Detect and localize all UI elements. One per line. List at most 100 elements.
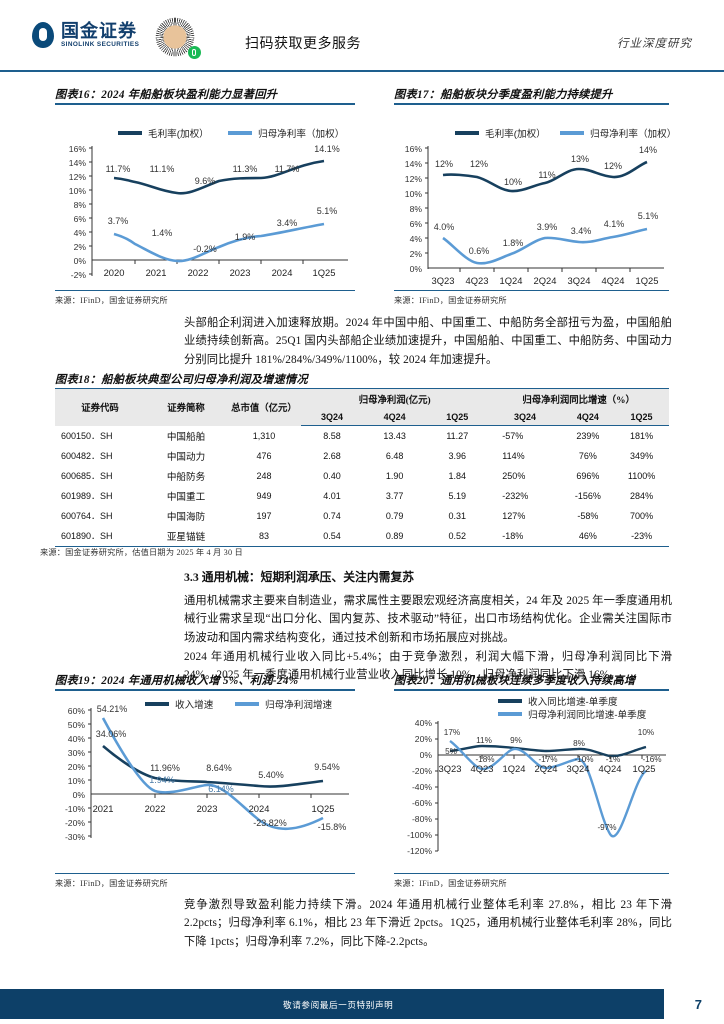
- svg-text:-40%: -40%: [412, 782, 432, 792]
- cell-np-3q24: 0.40: [323, 470, 341, 481]
- dp-label: -18%: [475, 755, 494, 764]
- figure20-legend-series2: 归母净利润同比增速-单季度: [498, 707, 646, 721]
- cell-code: 601989．SH: [61, 491, 113, 501]
- figure17-bottom-rule: [394, 290, 669, 291]
- x-tick-label: 2024: [272, 267, 293, 278]
- cell-name: 亚星锚链: [145, 525, 227, 547]
- legend-swatch-light: [228, 131, 252, 135]
- dp-label: 11%: [476, 736, 492, 745]
- figure19-chart: 60% 50% 40% 30% 20% 10% 0% -10% -20% -30%: [55, 700, 355, 870]
- cell-np-3q24: 8.58: [323, 430, 341, 441]
- legend-swatch-dark: [145, 702, 169, 706]
- ships-paragraph: 头部船企利润进入加速释放期。2024 年中国中船、中国重工、中船防务全部扭亏为盈…: [184, 317, 672, 366]
- sub-header: 4Q24: [363, 409, 427, 426]
- x-tick-label: 3Q23: [439, 763, 462, 774]
- svg-text:16%: 16%: [405, 144, 423, 154]
- figure17-source: 来源：IFinD，国金证券研究所: [394, 296, 507, 305]
- svg-text:0%: 0%: [74, 256, 87, 266]
- machinery-paragraph: 竞争激烈导致盈利能力持续下滑。2024 年通用机械行业整体毛利率 27.8%，相…: [184, 899, 672, 948]
- dp-label: 14.1%: [314, 144, 340, 154]
- figure20-legend-series1: 收入同比增速-单季度: [498, 694, 618, 708]
- table-row: 600685．SH 中船防务 248 0.40 1.90 1.84 250% 6…: [55, 466, 669, 486]
- cell-name: 中国重工: [166, 491, 206, 503]
- dp-label: 3.9%: [537, 222, 558, 232]
- figure19-bottom-rule: [55, 873, 355, 874]
- svg-text:-20%: -20%: [412, 766, 432, 776]
- svg-text:20%: 20%: [68, 762, 86, 772]
- cell-g-1q25: 349%: [630, 450, 654, 461]
- x-tick-label: 2Q24: [535, 763, 558, 774]
- cell-np-4q24: 13.43: [383, 430, 406, 441]
- dp-label: 10%: [638, 728, 654, 737]
- cell-np-1q25: 1.84: [448, 470, 467, 481]
- x-tick-label: 3Q24: [567, 763, 590, 774]
- dp-label: 11.7%: [275, 164, 300, 174]
- figure16-legend-series2: 归母净利率（加权）: [228, 126, 344, 140]
- dp-label: -97%: [597, 823, 616, 832]
- cell-np-1q25: 3.96: [448, 450, 467, 461]
- svg-text:40%: 40%: [68, 734, 86, 744]
- dp-label: 34.06%: [96, 729, 127, 739]
- header-divider: [0, 70, 724, 72]
- dp-label: 1.4%: [152, 228, 173, 238]
- figure18-table-body: 600150．SH 中国船舶 1,310 8.58 13.43 11.27 -5…: [55, 426, 669, 547]
- cell-mcap: 476: [256, 450, 272, 461]
- cell-g-1q25: 284%: [630, 490, 654, 501]
- cell-code: 601890．SH: [55, 525, 145, 547]
- cell-name: 中国海防: [166, 511, 206, 523]
- x-tick-label: 1Q25: [636, 275, 659, 286]
- dp-label: 1.9%: [235, 232, 256, 242]
- legend-swatch-dark: [498, 699, 522, 703]
- footer-disclaimer: 敬请参阅最后一页特别声明: [283, 1000, 394, 1010]
- cell-g-4q24: 239%: [576, 430, 600, 441]
- col-group-header-netprofit: 归母净利润(亿元): [301, 388, 489, 409]
- svg-text:-120%: -120%: [407, 846, 432, 856]
- dp-label: 9.6%: [195, 176, 216, 186]
- svg-text:-20%: -20%: [65, 818, 85, 828]
- figure16-title-rule: [55, 103, 355, 105]
- x-tick-label: 4Q24: [602, 275, 625, 286]
- col-header-code: 证券代码: [55, 388, 145, 426]
- figure16-chart: 16% 14% 12% 10% 8% 6% 4% 2% 0% -2%: [55, 140, 355, 290]
- x-tick-label: 4Q23: [466, 275, 489, 286]
- x-tick-label: 4Q24: [599, 763, 622, 774]
- figure16-legend-series1: 毛利率(加权）: [118, 126, 209, 140]
- svg-text:12%: 12%: [405, 174, 423, 184]
- page-header: 国金证券 SINOLINK SECURITIES 扫码获取更多服务 行业深度研究: [0, 0, 724, 72]
- dp-label: 3.4%: [571, 226, 592, 236]
- dp-label: -0.2%: [193, 244, 217, 254]
- x-tick-label: 1Q25: [633, 763, 656, 774]
- legend-label: 归母净利率（加权）: [258, 129, 345, 140]
- figure17-legend-series2: 归母净利率（加权）: [560, 126, 676, 140]
- legend-label: 收入增速: [175, 700, 214, 711]
- svg-text:14%: 14%: [405, 159, 423, 169]
- cell-g-3q24: -18%: [488, 525, 562, 547]
- dp-label: 14%: [639, 145, 657, 155]
- svg-text:20%: 20%: [415, 734, 433, 744]
- sub-header: 1Q25: [426, 409, 489, 426]
- cell-np-1q25: 0.31: [448, 510, 467, 521]
- cell-np-4q24: 3.77: [385, 490, 404, 501]
- svg-text:10%: 10%: [405, 189, 423, 199]
- figure18-table: 证券代码 证券简称 总市值（亿元） 归母净利润(亿元) 归母净利润同比增速（%）…: [55, 388, 669, 547]
- report-type-label: 行业深度研究: [617, 38, 692, 50]
- cell-mcap: 248: [256, 470, 272, 481]
- cell-np-3q24: 4.01: [323, 490, 341, 501]
- col-header-name: 证券简称: [145, 388, 227, 426]
- legend-swatch-light: [560, 131, 584, 135]
- cell-np-1q25: 5.19: [448, 490, 467, 501]
- figure19-source: 来源：IFinD，国金证券研究所: [55, 879, 168, 888]
- table-row: 601890．SH 亚星锚链 83 0.54 0.89 0.52 -18% 46…: [55, 525, 669, 547]
- footer-bar: [0, 989, 724, 1019]
- sinolink-logo-icon: [32, 22, 54, 49]
- sub-header: 3Q24: [488, 409, 562, 426]
- cell-g-1q25: -23%: [614, 525, 669, 547]
- dp-label: -10%: [574, 755, 593, 764]
- dp-label: -16%: [642, 755, 661, 764]
- svg-text:-60%: -60%: [412, 798, 432, 808]
- table-row: 601989．SH 中国重工 949 4.01 3.77 5.19 -232% …: [55, 486, 669, 506]
- figure20-bottom-rule: [394, 873, 669, 874]
- dp-label: 4.0%: [434, 222, 455, 232]
- cell-g-4q24: -58%: [577, 510, 599, 521]
